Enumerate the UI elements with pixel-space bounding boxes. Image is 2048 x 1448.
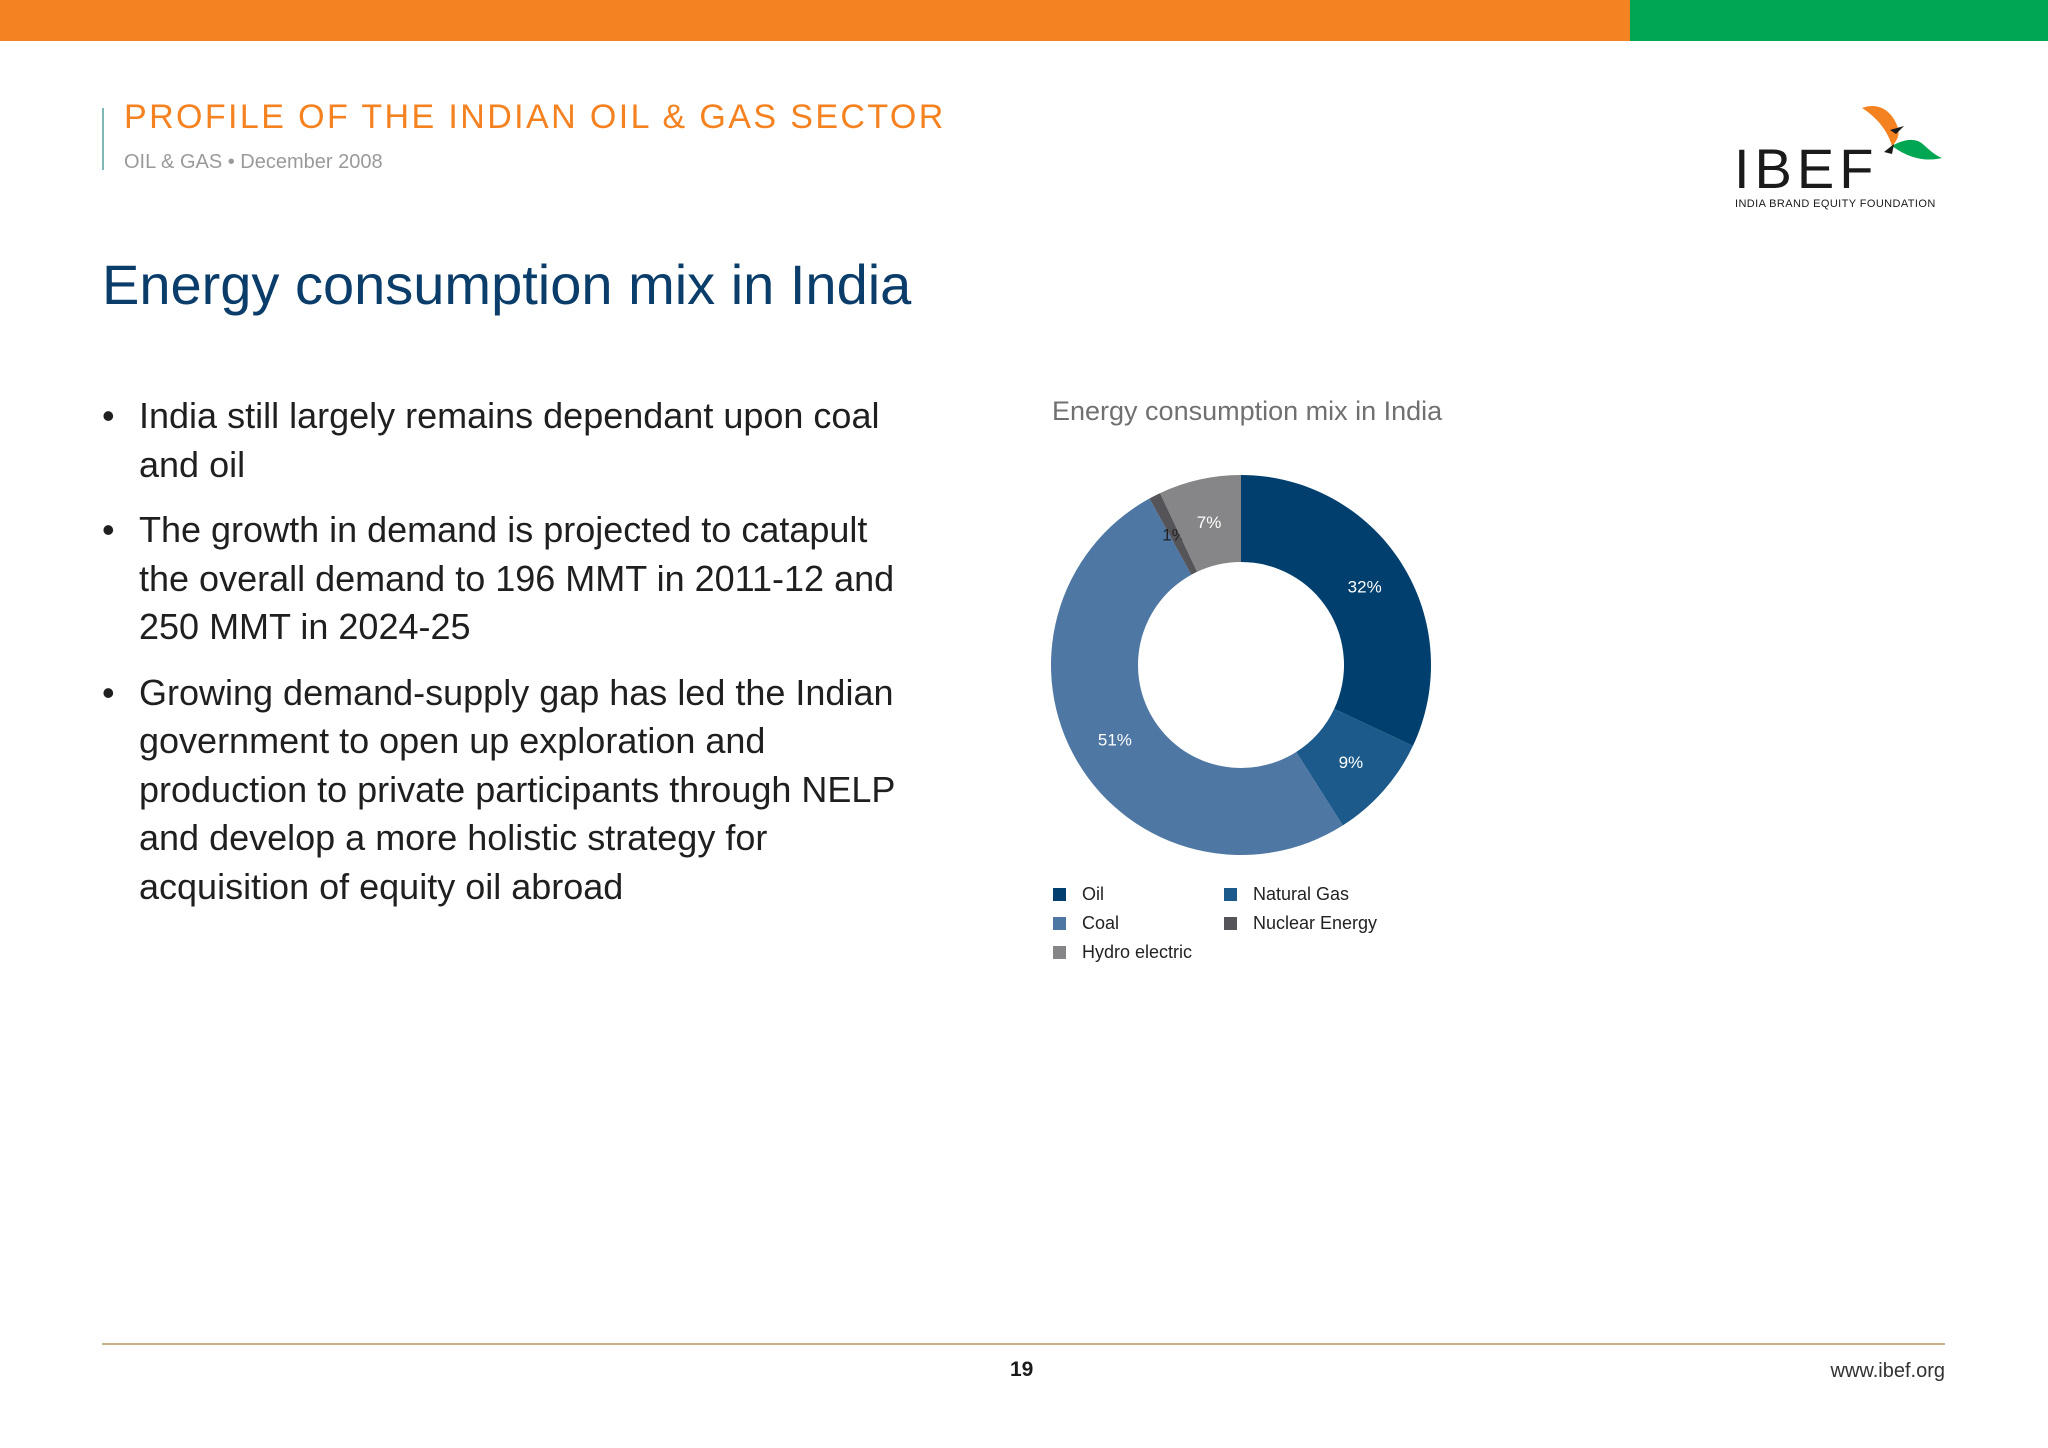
chart-legend: Oil Natural Gas Coal Nuclear Energy Hydr… [1053, 884, 1453, 974]
bullet-marker: • [102, 671, 115, 713]
donut-slice-natural-gas [1296, 708, 1413, 826]
legend-item-natural-gas: Natural Gas [1224, 884, 1349, 905]
header-subtitle: OIL & GAS • December 2008 [124, 151, 383, 173]
donut-slice-oil [1241, 475, 1431, 746]
footer-rule [102, 1343, 1945, 1345]
legend-swatch [1224, 917, 1237, 930]
legend-swatch [1224, 888, 1237, 901]
chart-title: Energy consumption mix in India [1052, 396, 1443, 426]
bullet-text: India still largely remains dependant up… [139, 395, 880, 485]
header-title: PROFILE OF THE INDIAN OIL & GAS SECTOR [124, 98, 946, 136]
logo-tagline: INDIA BRAND EQUITY FOUNDATION [1735, 198, 1936, 210]
legend-label: Oil [1082, 884, 1104, 904]
top-bar-green [1630, 0, 2048, 41]
legend-label: Hydro electric [1082, 942, 1193, 962]
bullet-text: Growing demand-supply gap has led the In… [139, 671, 895, 907]
legend-swatch [1053, 946, 1066, 959]
legend-label: Coal [1082, 913, 1120, 933]
legend-swatch [1053, 917, 1066, 930]
donut-slice-nuclear-energy [1149, 493, 1198, 575]
bird-icon [1862, 106, 1942, 160]
top-bar-orange [0, 0, 1630, 41]
bullet-item: • Growing demand-supply gap has led the I… [102, 669, 902, 912]
bullet-item: • India still largely remains dependant u… [102, 392, 902, 489]
legend-item-hydro-electric: Hydro electric [1053, 942, 1192, 963]
donut-label-hydro-electric: 7% [1197, 513, 1222, 532]
bullet-list: • India still largely remains dependant u… [102, 392, 902, 928]
legend-label: Natural Gas [1253, 884, 1350, 904]
bullet-marker: • [102, 395, 115, 436]
bullet-item: • The growth in demand is projected to ca… [102, 506, 902, 652]
legend-item-oil: Oil [1053, 884, 1104, 905]
donut-label-natural-gas: 9% [1339, 753, 1364, 772]
bullet-text: The growth in demand is projected to cat… [139, 509, 895, 647]
logo-wordmark: IBEF [1734, 137, 1879, 200]
footer-url[interactable]: www.ibef.org [1830, 1360, 1946, 1382]
legend-item-nuclear-energy: Nuclear Energy [1224, 913, 1377, 934]
bullet-marker: • [102, 509, 115, 550]
donut-slice-coal [1050, 498, 1343, 856]
donut-label-coal: 51% [1098, 731, 1132, 750]
legend-label: Nuclear Energy [1253, 913, 1378, 933]
energy-mix-chart: Energy consumption mix in India 32% 9% 51%… [1040, 390, 1600, 990]
legend-swatch [1053, 888, 1066, 901]
donut-label-oil: 32% [1348, 578, 1382, 597]
ibef-logo: IBEF INDIA BRAND EQUITY FOUNDATION [1720, 100, 1948, 215]
page-title: Energy consumption mix in India [102, 253, 912, 316]
legend-item-coal: Coal [1053, 913, 1119, 934]
donut-slice-hydro-electric [1160, 475, 1241, 572]
donut-chart: 32%9%51%1%7% [1050, 475, 1431, 856]
header-rule [102, 108, 104, 170]
page-number: 19 [1010, 1358, 1034, 1381]
